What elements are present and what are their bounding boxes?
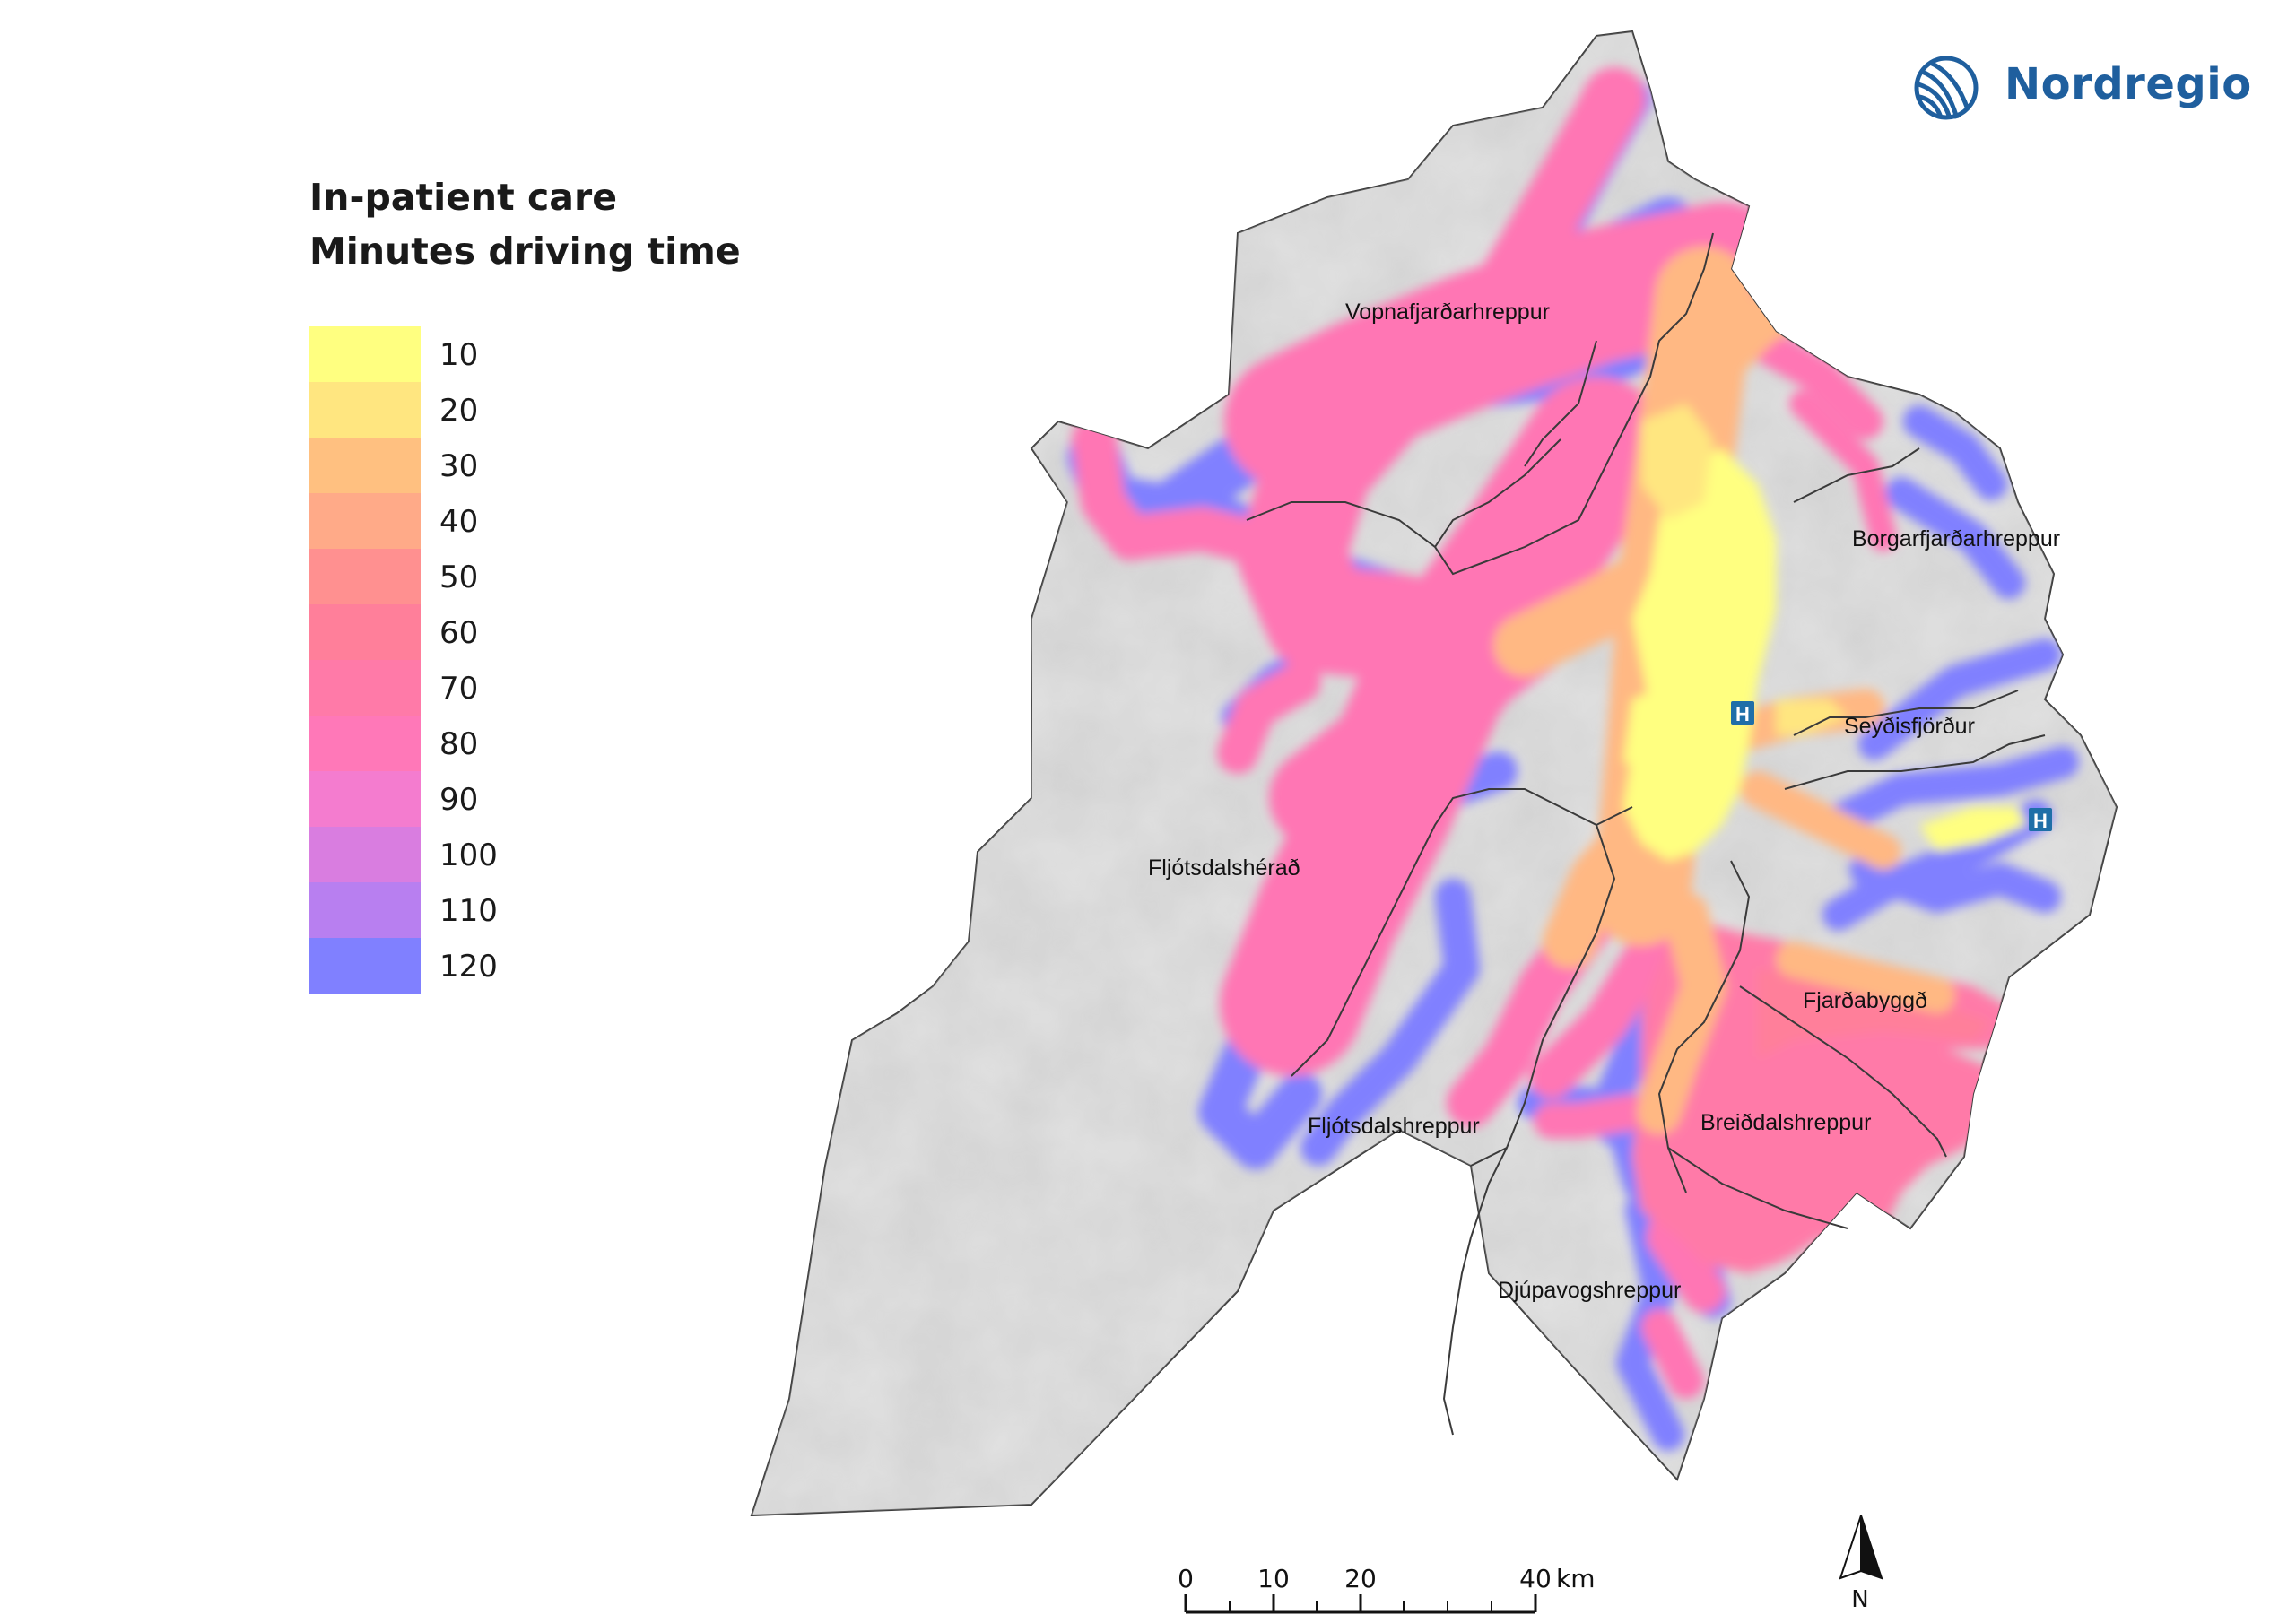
hospital-marker-2[interactable]: H xyxy=(2029,808,2052,832)
legend-title: In-patient care xyxy=(309,176,617,219)
legend-swatch-100 xyxy=(309,827,421,882)
legend-label-30: 30 xyxy=(439,448,479,484)
legend-swatch-10 xyxy=(309,326,421,382)
legend-swatch-90 xyxy=(309,771,421,827)
north-arrow-icon xyxy=(1839,1515,1862,1580)
label-borgarfjardarhreppur: Borgarfjarðarhreppur xyxy=(1852,526,2060,551)
legend-label-50: 50 xyxy=(439,560,479,595)
legend-swatch-50 xyxy=(309,549,421,604)
scale-tick-20: 20 xyxy=(1344,1564,1377,1593)
scale-tick-10: 10 xyxy=(1257,1564,1290,1593)
legend-color-ramp xyxy=(309,326,421,994)
legend-label-80: 80 xyxy=(439,726,479,762)
label-breiddalshreppur: Breiðdalshreppur xyxy=(1700,1110,1871,1135)
legend-swatch-20 xyxy=(309,382,421,438)
label-fljotsdalshreppur: Fljótsdalshreppur xyxy=(1308,1114,1480,1139)
driving-time-zones xyxy=(1067,67,2079,1451)
legend-label-60: 60 xyxy=(439,615,479,651)
legend-label-20: 20 xyxy=(439,393,479,429)
scale-tick-0: 0 xyxy=(1178,1564,1194,1593)
legend-swatch-30 xyxy=(309,438,421,493)
label-seydisfjordur: Seyðisfjörður xyxy=(1844,714,1975,739)
logo-text: Nordregio xyxy=(2005,59,2252,109)
hospital-icon-label: H xyxy=(1735,703,1750,725)
label-djupavogshreppur: Djúpavogshreppur xyxy=(1498,1278,1681,1303)
nordregio-globe-icon xyxy=(1914,56,1979,120)
legend-label-40: 40 xyxy=(439,504,479,540)
legend-swatch-40 xyxy=(309,493,421,549)
legend-label-100: 100 xyxy=(439,838,498,873)
legend-swatch-70 xyxy=(309,660,421,716)
north-arrow: N xyxy=(1839,1515,1883,1613)
scale-bar: 0 10 20 40 km xyxy=(1178,1564,1596,1614)
hospital-icon xyxy=(1731,701,1754,725)
hospital-marker-1[interactable]: H xyxy=(1731,701,1754,725)
legend-swatch-80 xyxy=(309,716,421,771)
legend-label-70: 70 xyxy=(439,671,479,707)
region-labels: Vopnafjarðarhreppur Borgarfjarðarhreppur… xyxy=(1148,299,2060,1303)
label-fljotsdalsherad: Fljótsdalshérað xyxy=(1148,855,1300,881)
scale-tick-40: 40 xyxy=(1519,1564,1552,1593)
legend-swatch-120 xyxy=(309,938,421,994)
scale-unit: km xyxy=(1556,1564,1596,1593)
north-label: N xyxy=(1851,1586,1868,1613)
legend-swatch-60 xyxy=(309,604,421,660)
label-vopnafjardarhreppur: Vopnafjarðarhreppur xyxy=(1345,299,1550,325)
legend-label-90: 90 xyxy=(439,782,479,818)
legend-subtitle: Minutes driving time xyxy=(309,230,741,273)
legend-swatch-110 xyxy=(309,882,421,938)
legend-label-110: 110 xyxy=(439,893,498,929)
label-fjardabyggd: Fjarðabyggð xyxy=(1803,988,1927,1013)
hospital-icon xyxy=(2029,808,2052,831)
legend-label-10: 10 xyxy=(439,337,479,373)
legend-label-120: 120 xyxy=(439,949,498,985)
hospital-icon-label: H xyxy=(2033,810,2048,832)
municipality-boundaries xyxy=(1246,232,2046,1436)
nordregio-logo xyxy=(1914,56,1979,120)
